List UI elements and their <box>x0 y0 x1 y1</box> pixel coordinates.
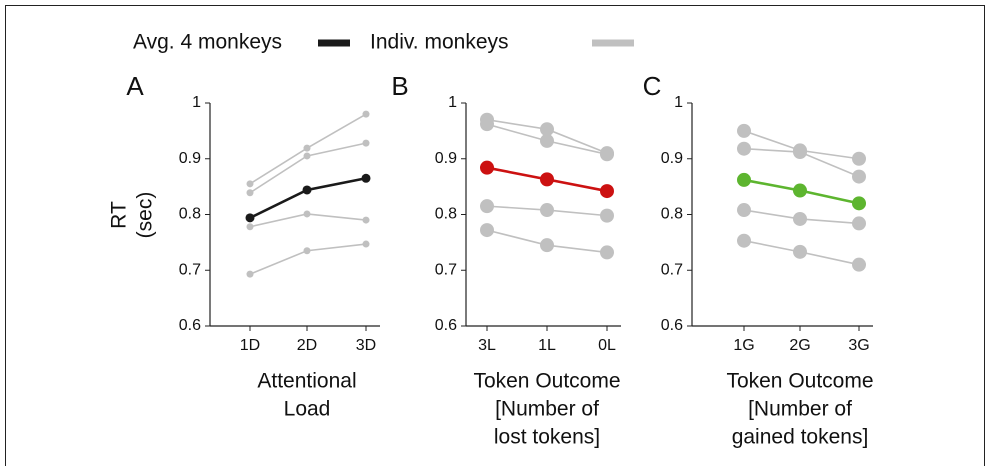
y-tick-label: 0.6 <box>661 317 683 334</box>
x-axis-label: Token Outcome <box>726 370 873 393</box>
individual-point <box>852 216 866 231</box>
individual-point <box>540 238 554 253</box>
panel-label: C <box>643 71 662 101</box>
x-tick-label: 3D <box>356 337 376 354</box>
y-tick-label: 0.9 <box>179 150 201 167</box>
y-tick-label: 0.8 <box>179 206 201 223</box>
y-tick-label: 0.9 <box>435 150 457 167</box>
individual-point <box>303 144 311 152</box>
x-axis-label: [Number of <box>495 398 599 421</box>
y-tick-label: 0.7 <box>435 261 457 278</box>
individual-point <box>246 270 254 278</box>
individual-point <box>737 141 751 156</box>
individual-point <box>737 203 751 218</box>
x-axis-label: Token Outcome <box>473 370 620 393</box>
y-tick-label: 0.8 <box>661 206 683 223</box>
individual-point <box>737 123 751 138</box>
y-tick-label: 0.6 <box>179 317 201 334</box>
x-axis-label: [Number of <box>748 398 852 421</box>
individual-point <box>737 233 751 248</box>
individual-point <box>246 189 254 197</box>
x-tick-label: 3G <box>848 337 869 354</box>
x-axis-label: Attentional <box>257 370 356 393</box>
individual-point <box>852 169 866 184</box>
frame <box>5 5 985 466</box>
individual-point <box>246 223 254 231</box>
mean-point <box>480 160 494 175</box>
mean-point <box>793 183 807 198</box>
individual-point <box>246 180 254 188</box>
y-tick-label: 1 <box>448 94 457 111</box>
individual-point <box>540 203 554 218</box>
individual-point <box>362 216 370 224</box>
y-tick-label: 0.9 <box>661 150 683 167</box>
individual-point <box>480 223 494 238</box>
y-tick-label: 1 <box>192 94 201 111</box>
x-axis-label: Load <box>284 398 331 421</box>
y-tick-label: 0.8 <box>435 206 457 223</box>
individual-point <box>303 152 311 160</box>
legend-label: Avg. 4 monkeys <box>133 31 282 54</box>
x-tick-label: 3L <box>478 337 496 354</box>
individual-point <box>303 210 311 218</box>
x-tick-label: 2D <box>297 337 317 354</box>
individual-point <box>540 122 554 137</box>
individual-point <box>362 139 370 147</box>
individual-point <box>793 211 807 226</box>
x-tick-label: 1L <box>538 337 556 354</box>
individual-point <box>852 257 866 272</box>
y-tick-label: 0.6 <box>435 317 457 334</box>
individual-point <box>793 143 807 158</box>
x-tick-label: 1G <box>733 337 754 354</box>
mean-point <box>245 213 255 223</box>
y-tick-label: 0.7 <box>661 261 683 278</box>
individual-point <box>480 112 494 127</box>
mean-point <box>540 172 554 187</box>
y-tick-label: 1 <box>674 94 683 111</box>
panel-label: B <box>391 71 408 101</box>
mean-point <box>361 173 371 183</box>
individual-point <box>540 133 554 148</box>
mean-point <box>600 184 614 199</box>
individual-point <box>362 240 370 248</box>
mean-point <box>302 185 312 195</box>
mean-point <box>852 196 866 211</box>
legend-label: Indiv. monkeys <box>370 31 509 54</box>
x-tick-label: 2G <box>789 337 810 354</box>
individual-point <box>852 151 866 166</box>
individual-point <box>362 110 370 118</box>
individual-point <box>480 199 494 214</box>
x-tick-label: 1D <box>240 337 260 354</box>
y-tick-label: 0.7 <box>179 261 201 278</box>
panel-label: A <box>126 71 144 101</box>
individual-point <box>600 146 614 161</box>
mean-point <box>737 172 751 187</box>
x-axis-label: lost tokens] <box>494 426 600 449</box>
individual-point <box>793 244 807 259</box>
individual-point <box>600 245 614 260</box>
x-tick-label: 0L <box>598 337 616 354</box>
x-axis-label: gained tokens] <box>732 426 869 449</box>
y-axis-label: RT <box>108 201 131 229</box>
y-axis-label: (sec) <box>134 192 157 239</box>
individual-point <box>600 208 614 223</box>
individual-point <box>303 247 311 255</box>
